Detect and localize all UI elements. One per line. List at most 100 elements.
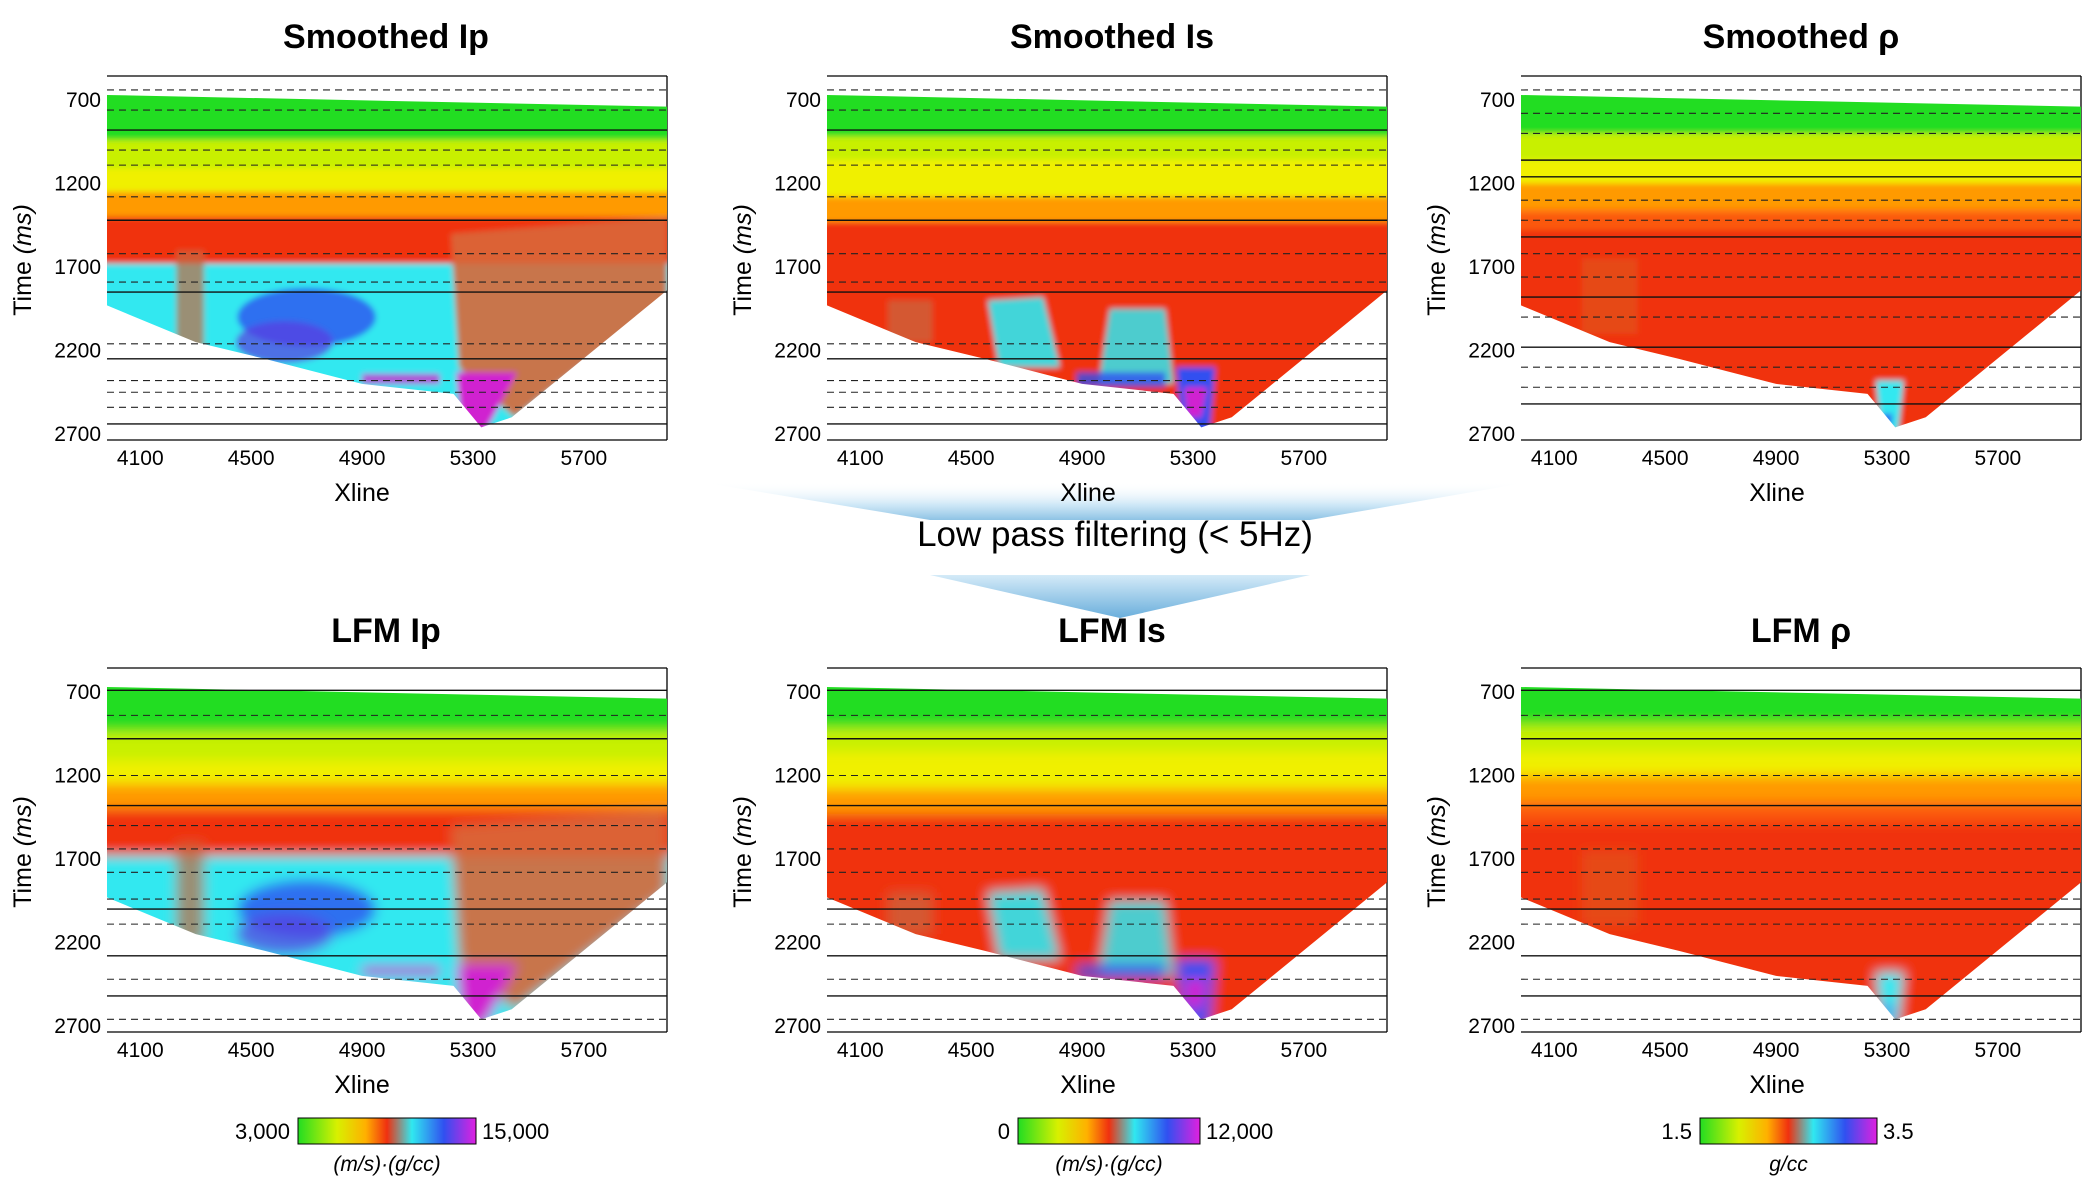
x-axis-label: Xline	[1749, 1071, 1805, 1099]
chart-title: LFM Ip	[331, 612, 441, 650]
horizons	[107, 689, 667, 1020]
y-axis-label: Time (ms)	[1423, 796, 1451, 908]
heatmap-field	[1521, 686, 2081, 1020]
x-tick-label: 5700	[1280, 1039, 1327, 1062]
y-tick-label: 1200	[774, 765, 821, 788]
y-tick-label: 2700	[1468, 423, 1515, 446]
y-tick-label: 2200	[54, 932, 101, 955]
x-tick-label: 5700	[1974, 1039, 2021, 1062]
arrow-down-icon	[930, 575, 1310, 618]
x-tick-label: 5700	[560, 1039, 607, 1062]
x-tick-label: 5300	[1170, 447, 1217, 470]
x-tick-label: 4100	[117, 447, 164, 470]
x-tick-label: 4500	[228, 447, 275, 470]
x-axis: 4100 4500 4900 5300 5700 Xline	[1531, 447, 2021, 507]
chart-title: LFM ρ	[1751, 612, 1851, 650]
y-axis: 700 1200 1700 2200 2700 Time (ms)	[729, 681, 821, 1038]
x-tick-label: 4500	[948, 1039, 995, 1062]
y-axis: 700 1200 1700 2200 2700 Time (ms)	[1423, 89, 1515, 446]
colorbar-min-label: 1.5	[1661, 1119, 1692, 1144]
colorbar-gradient	[1699, 1117, 1878, 1145]
x-tick-label: 5300	[450, 447, 497, 470]
x-tick-label: 4900	[339, 1039, 386, 1062]
y-axis: 700 1200 1700 2200 2700 Time (ms)	[729, 89, 821, 446]
colorbar-unit-label: g/cc	[1769, 1153, 1808, 1176]
horizons	[107, 89, 667, 425]
y-axis-label: Time (ms)	[729, 796, 757, 908]
y-tick-label: 700	[1480, 89, 1515, 112]
colorbar-max-label: 15,000	[482, 1119, 549, 1144]
x-tick-label: 5700	[560, 447, 607, 470]
y-tick-label: 2200	[774, 932, 821, 955]
y-tick-label: 1700	[54, 848, 101, 871]
x-tick-label: 4100	[117, 1039, 164, 1062]
colorbar-max-label: 3.5	[1883, 1119, 1914, 1144]
x-tick-label: 4900	[339, 447, 386, 470]
x-tick-label: 4500	[1642, 447, 1689, 470]
colorbar-ip: 3,000 15,000 (m/s)·(g/cc)	[235, 1117, 549, 1176]
y-tick-label: 700	[66, 89, 101, 112]
x-tick-label: 4500	[1642, 1039, 1689, 1062]
y-tick-label: 2700	[774, 423, 821, 446]
colorbar-min-label: 3,000	[235, 1119, 290, 1144]
y-tick-label: 1200	[54, 765, 101, 788]
x-axis-label: Xline	[1060, 479, 1116, 507]
colorbar-is: 0 12,000 (m/s)·(g/cc)	[998, 1117, 1273, 1176]
y-tick-label: 700	[786, 681, 821, 704]
x-tick-label: 4900	[1753, 1039, 1800, 1062]
y-tick-label: 1200	[774, 173, 821, 196]
y-tick-label: 700	[786, 89, 821, 112]
x-tick-label: 4100	[1531, 1039, 1578, 1062]
y-tick-label: 2700	[774, 1015, 821, 1038]
colorbar-min-label: 0	[998, 1119, 1010, 1144]
x-tick-label: 5300	[1864, 447, 1911, 470]
x-axis-label: Xline	[334, 1071, 390, 1099]
chart-title: Smoothed Is	[1010, 18, 1214, 56]
y-tick-label: 2200	[774, 340, 821, 363]
y-axis-label: Time (ms)	[729, 204, 757, 316]
colorbar-max-label: 12,000	[1206, 1119, 1273, 1144]
y-tick-label: 1700	[774, 256, 821, 279]
colorbar-rho: 1.5 3.5 g/cc	[1661, 1117, 1914, 1176]
y-axis-label: Time (ms)	[1423, 204, 1451, 316]
chart-title: LFM Is	[1058, 612, 1166, 650]
heatmap-field	[827, 94, 1387, 428]
x-tick-label: 4100	[837, 447, 884, 470]
horizons	[827, 89, 1387, 425]
y-axis-label: Time (ms)	[9, 796, 37, 908]
heatmap-field	[827, 686, 1387, 1020]
panel-smoothed-ip: Smoothed Ip 700 1200 1700 2200 2700 Time (ms) 4…	[9, 18, 668, 507]
x-axis-label: Xline	[1060, 1071, 1116, 1099]
colorbar-unit-label: (m/s)·(g/cc)	[1055, 1153, 1162, 1176]
x-axis-label: Xline	[334, 479, 390, 507]
panel-smoothed-rho: Smoothed ρ 700 1200 1700 2200 2700 Time (ms) 41…	[1423, 18, 2082, 507]
y-tick-label: 1700	[1468, 256, 1515, 279]
y-tick-label: 700	[66, 681, 101, 704]
x-tick-label: 5700	[1280, 447, 1327, 470]
banner-label: Low pass filtering (< 5Hz)	[917, 515, 1313, 554]
y-tick-label: 1700	[774, 848, 821, 871]
x-tick-label: 4100	[837, 1039, 884, 1062]
x-axis: 4100 4500 4900 5300 5700 Xline	[117, 1039, 607, 1099]
x-tick-label: 4900	[1059, 447, 1106, 470]
y-tick-label: 2700	[54, 1015, 101, 1038]
y-tick-label: 2700	[1468, 1015, 1515, 1038]
colorbar-unit-label: (m/s)·(g/cc)	[333, 1153, 440, 1176]
y-tick-label: 2200	[54, 340, 101, 363]
filter-banner: Low pass filtering (< 5Hz)	[700, 482, 1530, 618]
y-axis: 700 1200 1700 2200 2700 Time (ms)	[1423, 681, 1515, 1038]
heatmap-field	[1521, 94, 2081, 428]
horizons	[1521, 89, 2081, 405]
banner-glow	[700, 482, 1530, 520]
y-tick-label: 700	[1480, 681, 1515, 704]
colorbar-gradient	[1017, 1117, 1201, 1145]
x-axis: 4100 4500 4900 5300 5700 Xline	[837, 1039, 1327, 1099]
y-tick-label: 2200	[1468, 932, 1515, 955]
x-tick-label: 5300	[1170, 1039, 1217, 1062]
heatmap-field	[107, 686, 667, 1020]
panel-lfm-ip: LFM Ip 700 1200 1700 2200 2700 Time (ms) 4100 45…	[9, 612, 668, 1099]
panel-smoothed-is: Smoothed Is 700 1200 1700 2200 2700 Time (ms) 4…	[729, 18, 1388, 507]
y-axis: 700 1200 1700 2200 2700 Time (ms)	[9, 89, 101, 446]
y-tick-label: 2200	[1468, 340, 1515, 363]
